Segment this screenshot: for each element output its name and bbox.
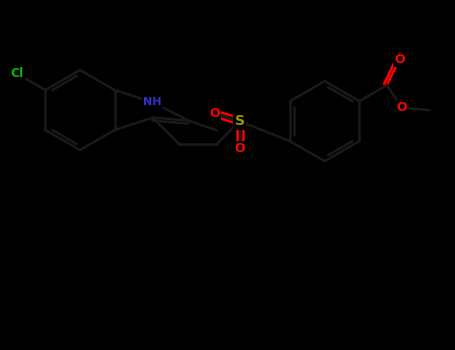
Text: NH: NH: [143, 97, 162, 107]
Text: O: O: [396, 101, 407, 114]
Text: O: O: [209, 107, 220, 120]
Text: S: S: [235, 114, 245, 128]
Text: O: O: [234, 142, 245, 155]
Text: Cl: Cl: [10, 67, 24, 80]
Text: O: O: [394, 52, 404, 66]
